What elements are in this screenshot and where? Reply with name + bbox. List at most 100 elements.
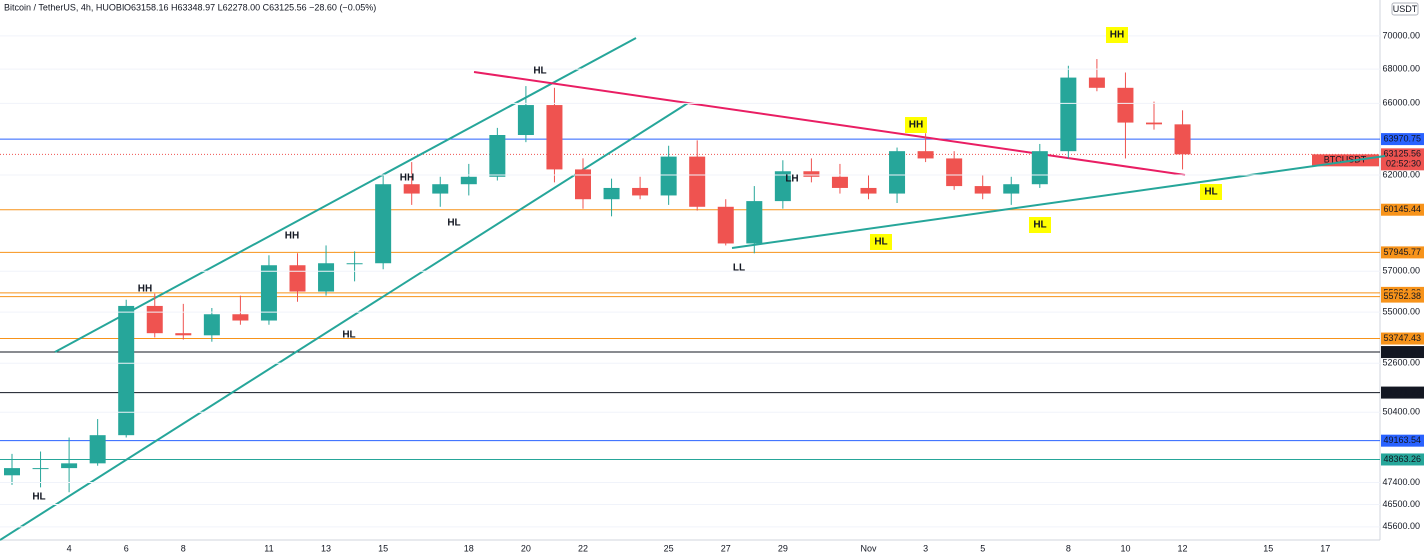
level-label: 53118.01: [1384, 346, 1421, 356]
level-label: 48363.26: [1383, 454, 1421, 464]
support-line: [731, 155, 1386, 249]
annotation: HL: [447, 218, 460, 229]
candle-body: [1031, 151, 1048, 185]
x-tick-label: 20: [521, 543, 531, 553]
level-tag: [1381, 453, 1424, 466]
candle-body: [746, 201, 763, 244]
candle-body: [4, 468, 20, 476]
chart-title: Bitcoin / TetherUS, 4h, HUOBI: [4, 2, 124, 12]
candle-body: [831, 176, 848, 188]
annotation-highlight: [870, 234, 892, 250]
annotation: HL: [1033, 220, 1046, 231]
annotation: HH: [138, 284, 152, 295]
x-tick-label: 11: [264, 543, 273, 553]
annotations: HL HH HL HH HL HH HL LH LL HL HH HL HH HL: [32, 27, 1222, 503]
x-tick-label: 8: [181, 543, 186, 553]
candle-body: [860, 187, 877, 194]
x-tick-label: 18: [464, 543, 474, 553]
candle-body: [489, 134, 506, 177]
axes: 70000.00 68000.00 66000.00 62000.00 57000.00…: [0, 30, 1420, 553]
x-tick-label: 27: [721, 543, 731, 553]
candle-body: [603, 187, 620, 200]
candle-body: [946, 158, 963, 187]
x-tick-label: 22: [578, 543, 588, 553]
candle-body: [260, 265, 277, 321]
x-tick-label: 10: [1120, 543, 1130, 553]
y-tick-label: 68000.00: [1382, 64, 1420, 74]
candle-body: [575, 169, 591, 200]
candle-body: [917, 151, 934, 159]
candle-body: [32, 468, 49, 470]
candle-body: [118, 305, 135, 436]
candle-body: [632, 187, 649, 196]
annotation: HL: [342, 330, 355, 341]
y-tick-label: 62000.00: [1382, 169, 1420, 179]
candle-body: [89, 435, 106, 464]
annotation: LL: [733, 263, 745, 274]
channel-lower: [0, 102, 689, 541]
x-tick-label: 15: [1263, 543, 1273, 553]
candle-body: [517, 105, 534, 135]
candle-body: [546, 105, 563, 170]
annotation: HH: [909, 120, 923, 131]
ohlc-header: O63158.16 H63348.97 L62278.00 C63125.56 …: [124, 2, 376, 12]
candle-body: [974, 186, 991, 194]
y-tick-label: 70000.00: [1382, 30, 1420, 40]
level-label: 53747.43: [1383, 333, 1421, 343]
candle-body: [61, 463, 78, 469]
x-tick-label: 3: [923, 543, 928, 553]
candle-body: [689, 156, 706, 207]
x-tick-label: 17: [1320, 543, 1330, 553]
countdown: 02:52:30: [1386, 159, 1421, 169]
level-label: 55752.38: [1383, 291, 1421, 301]
x-tick-label: 12: [1178, 543, 1188, 553]
y-tick-label: 66000.00: [1382, 98, 1420, 108]
candle-body: [289, 265, 306, 292]
annotation: HH: [400, 173, 414, 184]
candle-body: [1003, 184, 1020, 194]
candle-body: [660, 156, 677, 196]
candle-body: [432, 184, 449, 194]
candle-body: [346, 263, 363, 265]
annotation: LH: [785, 174, 798, 185]
candle-body: [1174, 124, 1191, 155]
currency[interactable]: USDT: [1393, 4, 1418, 14]
x-tick-label: 29: [778, 543, 788, 553]
level-tag: [1381, 434, 1424, 447]
candle-body: [1146, 122, 1162, 125]
symbol-label: BTCUSDT: [1324, 155, 1367, 165]
candle-body: [318, 263, 335, 292]
y-tick-label: 52600.00: [1382, 358, 1420, 368]
x-tick-label: 15: [378, 543, 388, 553]
candle-body: [375, 184, 392, 264]
annotation: HL: [1204, 187, 1217, 198]
y-tick-label: 45600.00: [1382, 521, 1420, 531]
annotation-highlight: [905, 117, 927, 133]
levels: 63970.7560145.4457945.7755934.0055752.38…: [0, 133, 1424, 466]
annotation-highlight: [1106, 27, 1128, 43]
annotation: HH: [1110, 30, 1124, 41]
level-tag: [1381, 203, 1424, 216]
trendlines: [0, 37, 1386, 541]
level-tag: [1381, 133, 1424, 146]
y-tick-label: 47400.00: [1382, 477, 1420, 487]
level-tag: [1381, 246, 1424, 259]
candle-body: [1088, 77, 1105, 88]
level-tag: [1381, 332, 1424, 345]
x-tick-label: 4: [67, 543, 72, 553]
y-tick-label: 50400.00: [1382, 407, 1420, 417]
candle-body: [403, 184, 420, 194]
y-tick-label: 46500.00: [1382, 499, 1420, 509]
level-label: 60145.44: [1383, 204, 1421, 214]
annotation: HL: [32, 492, 45, 503]
candle-body: [175, 333, 192, 336]
level-label: 49163.54: [1383, 435, 1421, 445]
candle-body: [1117, 87, 1134, 123]
currency-box[interactable]: [1391, 2, 1419, 16]
x-tick-label: 5: [980, 543, 985, 553]
annotation-highlight: [1029, 217, 1051, 233]
x-tick-label: 8: [1066, 543, 1071, 553]
annotation-highlight: [1200, 184, 1222, 200]
level-label: 63970.75: [1383, 133, 1421, 143]
